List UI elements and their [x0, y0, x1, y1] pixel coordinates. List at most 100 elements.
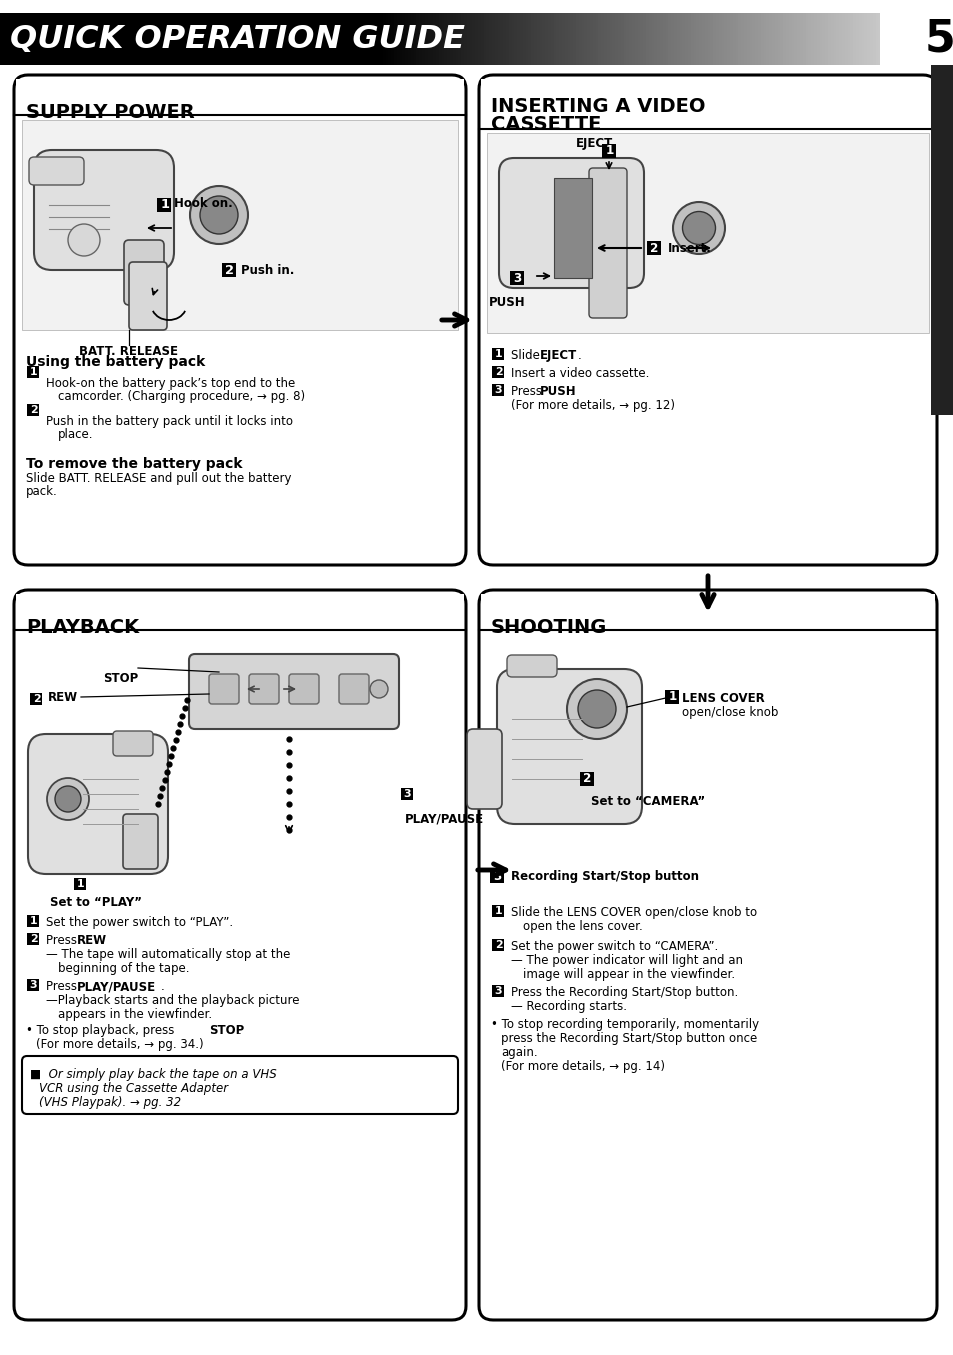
Bar — [600, 14, 604, 65]
Bar — [817, 14, 821, 65]
Bar — [878, 14, 882, 65]
Bar — [822, 14, 827, 65]
Bar — [827, 14, 831, 65]
Bar — [718, 14, 721, 65]
Bar — [581, 14, 585, 65]
Bar — [500, 14, 504, 65]
Bar — [676, 14, 679, 65]
Bar — [74, 878, 86, 890]
Bar — [375, 14, 379, 65]
Bar — [511, 14, 515, 65]
Bar — [677, 14, 680, 65]
Bar — [612, 14, 616, 65]
Bar — [355, 14, 360, 65]
Bar — [483, 14, 487, 65]
Bar — [418, 14, 422, 65]
Bar — [334, 14, 337, 65]
Bar — [314, 14, 318, 65]
Text: PUSH: PUSH — [539, 385, 576, 398]
Bar — [108, 14, 112, 65]
Bar — [617, 14, 620, 65]
Ellipse shape — [672, 202, 724, 253]
Bar — [615, 14, 618, 65]
Bar — [886, 14, 890, 65]
Text: VCR using the Cassette Adapter: VCR using the Cassette Adapter — [39, 1083, 228, 1095]
Bar — [531, 14, 535, 65]
Bar — [298, 14, 303, 65]
FancyBboxPatch shape — [588, 168, 626, 318]
Bar — [400, 789, 413, 799]
Text: EJECT: EJECT — [576, 137, 613, 150]
Bar — [894, 14, 898, 65]
Bar — [841, 14, 846, 65]
Bar — [684, 14, 688, 65]
Bar — [340, 14, 344, 65]
Bar — [455, 14, 458, 65]
Bar — [655, 14, 659, 65]
Bar — [27, 915, 39, 927]
Bar — [522, 14, 526, 65]
Bar — [833, 14, 837, 65]
Bar — [524, 14, 528, 65]
Bar — [750, 14, 754, 65]
Bar — [403, 14, 408, 65]
Bar — [312, 14, 315, 65]
Bar — [359, 14, 363, 65]
Text: REW: REW — [48, 691, 78, 705]
Bar — [515, 14, 518, 65]
Bar — [689, 14, 694, 65]
Text: Hook on.: Hook on. — [173, 196, 233, 210]
Bar — [573, 14, 577, 65]
Bar — [933, 14, 937, 65]
Text: Press the Recording Start/Stop button.: Press the Recording Start/Stop button. — [511, 986, 738, 999]
Bar — [623, 14, 627, 65]
Bar — [308, 14, 313, 65]
Bar — [379, 14, 383, 65]
Bar — [514, 14, 517, 65]
Bar — [874, 14, 878, 65]
Bar — [626, 14, 630, 65]
Bar — [743, 14, 747, 65]
Bar — [512, 14, 516, 65]
Bar — [127, 14, 132, 65]
Bar — [629, 14, 633, 65]
Bar — [477, 14, 481, 65]
Text: Slide the LENS COVER open/close knob to: Slide the LENS COVER open/close knob to — [511, 906, 757, 919]
Bar — [598, 14, 601, 65]
Bar — [658, 14, 661, 65]
Bar — [121, 14, 125, 65]
Bar — [451, 14, 456, 65]
Ellipse shape — [566, 679, 626, 738]
Bar — [816, 14, 820, 65]
Bar — [639, 14, 643, 65]
Bar — [570, 14, 574, 65]
Bar — [777, 14, 781, 65]
Bar — [927, 14, 932, 65]
Bar — [245, 14, 249, 65]
Bar — [48, 14, 51, 65]
Bar — [534, 14, 537, 65]
Bar — [846, 14, 850, 65]
Bar — [519, 14, 523, 65]
Ellipse shape — [681, 211, 715, 244]
Bar — [525, 14, 529, 65]
Bar — [819, 14, 822, 65]
Bar — [51, 14, 55, 65]
Bar — [3, 14, 8, 65]
Bar — [839, 14, 842, 65]
Bar — [405, 14, 409, 65]
Bar — [289, 14, 294, 65]
Text: Press: Press — [46, 980, 81, 993]
Bar — [886, 14, 890, 65]
Bar — [539, 14, 543, 65]
Bar — [73, 14, 77, 65]
Bar — [327, 14, 332, 65]
Bar — [880, 14, 884, 65]
Bar — [841, 14, 845, 65]
Bar — [732, 14, 736, 65]
Bar — [27, 404, 39, 416]
Bar — [235, 14, 239, 65]
Bar — [637, 14, 640, 65]
Bar — [589, 14, 593, 65]
Bar — [472, 14, 476, 65]
